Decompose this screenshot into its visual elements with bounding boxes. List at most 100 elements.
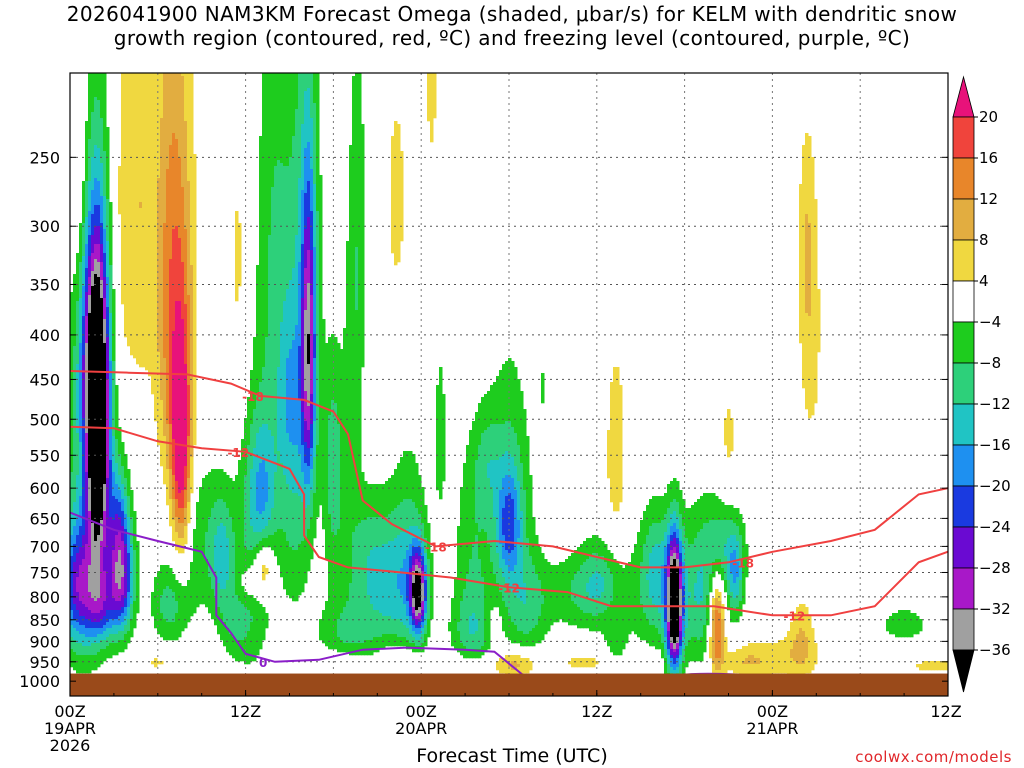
omega-cell (748, 655, 752, 665)
omega-cell (643, 511, 647, 545)
omega-cell (85, 472, 89, 545)
omega-cell (553, 565, 557, 623)
colorbar-bottom-arrow (952, 649, 975, 693)
omega-cell (526, 658, 530, 674)
omega-cell (379, 547, 383, 614)
omega-cell (184, 364, 188, 467)
omega-cell (82, 616, 86, 626)
omega-cell (460, 601, 464, 644)
omega-cell (430, 73, 434, 143)
omega-cell (103, 616, 107, 626)
omega-cell (151, 661, 155, 665)
omega-cell (517, 598, 521, 632)
omega-cell (109, 460, 113, 518)
omega-cell (424, 634, 428, 647)
omega-cell (307, 529, 311, 572)
omega-cell (88, 181, 92, 212)
omega-cell (469, 649, 473, 659)
omega-cell (673, 523, 677, 533)
omega-cell (508, 589, 512, 617)
omega-cell (118, 610, 122, 617)
omega-cell (721, 604, 725, 620)
omega-cell (700, 496, 704, 530)
omega-cell (670, 565, 674, 638)
colorbar-swatch (952, 608, 975, 651)
omega-cell (736, 649, 740, 674)
omega-cell (421, 583, 425, 602)
omega-cell (607, 607, 611, 647)
omega-cell (112, 634, 116, 644)
omega-cell (541, 604, 545, 641)
omega-cell (505, 607, 509, 638)
omega-cell (355, 73, 359, 248)
omega-cell (328, 337, 332, 416)
omega-cell (412, 556, 416, 566)
contour-lines: -18-18-18-12-12-120 (70, 369, 948, 683)
omega-cell (340, 349, 344, 614)
colorbar-swatch (952, 116, 975, 159)
omega-cell (100, 520, 104, 542)
omega-cell (310, 169, 314, 212)
y-tick-label: 350 (29, 275, 60, 294)
omega-cell (511, 361, 515, 428)
omega-cell (508, 475, 512, 494)
omega-cell (931, 661, 935, 671)
omega-cell (70, 556, 74, 611)
omega-cell (124, 73, 128, 338)
omega-cell (889, 616, 893, 635)
omega-cell (271, 508, 275, 536)
omega-cell (397, 124, 401, 263)
omega-cell (610, 553, 614, 575)
omega-cell (175, 481, 179, 500)
omega-cell (769, 643, 773, 677)
omega-cell (664, 658, 668, 677)
omega-cell (667, 631, 671, 641)
omega-cell (427, 619, 431, 638)
omega-cell (178, 157, 182, 239)
omega-cell (649, 553, 653, 599)
omega-cell (76, 553, 80, 578)
omega-cell (85, 121, 89, 182)
colorbar-swatch (952, 362, 975, 405)
omega-cell (421, 628, 425, 635)
x-tick-label: 12Z (230, 702, 261, 721)
omega-cell (190, 457, 194, 494)
omega-cell (100, 163, 104, 197)
colorbar-label: 20 (979, 108, 998, 126)
omega-cell (526, 538, 530, 635)
omega-cell (322, 610, 326, 644)
omega-cell (394, 121, 398, 266)
omega-cell (724, 418, 728, 446)
omega-cell (283, 475, 287, 533)
omega-cell (100, 640, 104, 650)
omega-cell (115, 439, 119, 464)
omega-cell (526, 436, 530, 539)
omega-cell (85, 244, 89, 269)
omega-cell (574, 550, 578, 575)
omega-cell (103, 571, 107, 602)
omega-cell (415, 619, 419, 626)
omega-cell (169, 469, 173, 500)
omega-cell (664, 622, 668, 638)
omega-cell (751, 643, 755, 656)
omega-cell (226, 628, 230, 653)
omega-cell (76, 433, 80, 476)
omega-cell (790, 658, 794, 677)
omega-cell (475, 523, 479, 536)
omega-cell (247, 631, 251, 665)
omega-cell (499, 490, 503, 545)
omega-cell (127, 517, 131, 536)
omega-cell (409, 556, 413, 569)
omega-cell (418, 613, 422, 620)
omega-cell (304, 442, 308, 464)
omega-cell (160, 565, 164, 596)
omega-cell (730, 553, 734, 575)
omega-cell (208, 472, 212, 518)
omega-cell (406, 601, 410, 617)
omega-cell (415, 571, 419, 611)
omega-cell (535, 574, 539, 626)
omega-cell (118, 550, 122, 590)
omega-cell (166, 169, 170, 425)
omega-cell (673, 664, 677, 671)
